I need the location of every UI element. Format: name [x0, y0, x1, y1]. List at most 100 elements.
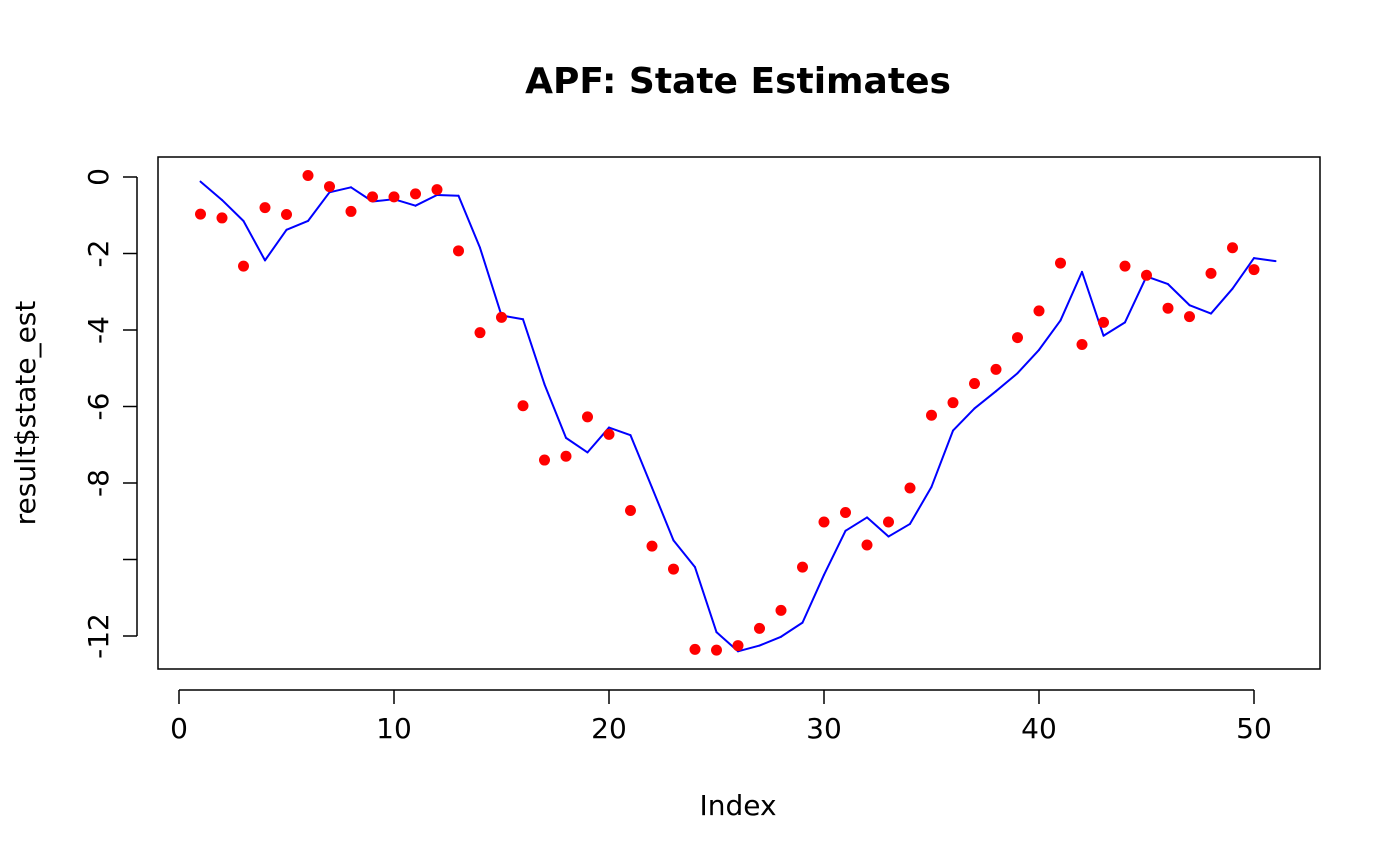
line-segment — [264, 228, 288, 262]
data-point — [1227, 242, 1238, 254]
data-point — [195, 208, 206, 220]
line-segment — [436, 193, 460, 197]
line-segment — [1253, 257, 1277, 263]
data-point — [926, 409, 937, 421]
data-point — [904, 482, 916, 494]
data-point — [367, 191, 378, 203]
data-point — [797, 561, 808, 573]
line-segment — [479, 246, 503, 317]
line-segment — [1188, 304, 1212, 315]
data-point — [990, 363, 1002, 375]
data-point — [969, 378, 980, 390]
line-segment — [629, 434, 653, 489]
data-point — [883, 516, 894, 528]
x-tick-label: 20 — [591, 712, 627, 745]
x-axis: 0 10 20 30 40 50 — [170, 689, 1272, 745]
y-tick-label: -6 — [82, 393, 115, 421]
data-point — [453, 245, 464, 257]
line-segment — [1038, 319, 1062, 351]
x-tick-label: 50 — [1236, 712, 1272, 745]
data-point — [603, 428, 615, 440]
data-point — [281, 208, 292, 220]
line-segment — [1059, 270, 1083, 322]
line-segment — [608, 426, 632, 437]
line-segment — [565, 436, 589, 454]
data-point — [754, 622, 765, 634]
y-axis: 0 -2 -4 -6 -8 -12 — [82, 168, 138, 659]
line-segment — [844, 516, 868, 532]
line-segment — [285, 219, 309, 231]
data-point — [539, 454, 550, 466]
line-segment — [1167, 283, 1191, 307]
data-point — [646, 540, 658, 552]
x-tick-label: 0 — [170, 712, 188, 745]
line-segment — [930, 429, 954, 488]
line-segment — [1016, 348, 1040, 375]
data-point — [1076, 339, 1088, 351]
data-point — [1162, 302, 1174, 314]
data-point — [345, 205, 357, 217]
y-tick-label: 0 — [82, 168, 115, 186]
line-segment — [737, 644, 761, 653]
y-tick-label: -12 — [82, 613, 115, 659]
y-tick-label: -4 — [82, 316, 115, 344]
x-axis-title: Index — [699, 789, 776, 822]
data-point — [840, 506, 851, 518]
line-segment — [543, 383, 567, 439]
data-point — [818, 516, 830, 528]
data-point — [1205, 267, 1217, 279]
data-point — [560, 450, 572, 462]
line-segment — [522, 318, 546, 386]
data-point — [668, 563, 679, 575]
data-point — [775, 604, 787, 616]
y-axis-title: result$state_est — [9, 301, 42, 526]
x-tick-label: 10 — [376, 712, 412, 745]
data-point — [216, 212, 228, 224]
data-point — [1141, 269, 1152, 281]
x-tick-label: 30 — [806, 712, 842, 745]
line-segment — [758, 635, 782, 647]
line-segment — [307, 191, 331, 222]
line-segment — [952, 407, 976, 432]
data-point — [517, 400, 529, 412]
line-segment — [672, 539, 696, 569]
data-point — [625, 505, 636, 517]
data-point — [689, 643, 701, 655]
line-segment — [199, 180, 223, 201]
line-segment — [909, 485, 933, 525]
line-segment — [887, 522, 911, 538]
y-tick-label: -2 — [82, 240, 115, 268]
line-segment — [694, 566, 718, 634]
line-segment — [414, 193, 438, 207]
data-point — [582, 411, 593, 423]
line-segment — [457, 194, 481, 249]
data-point — [324, 181, 335, 193]
data-point — [1098, 316, 1109, 328]
line-segment — [1124, 275, 1148, 324]
line-segment — [221, 198, 245, 222]
line-segment — [866, 516, 890, 538]
line-segment — [801, 573, 825, 624]
data-point — [474, 327, 486, 339]
data-point — [238, 260, 249, 272]
line-segment — [823, 529, 847, 576]
data-point — [1119, 260, 1131, 272]
plot-frame — [157, 156, 1321, 670]
data-point — [1033, 305, 1045, 317]
data-point — [711, 644, 722, 656]
chart-title: APF: State Estimates — [525, 61, 951, 102]
line-segment — [973, 390, 997, 410]
line-segment — [780, 621, 804, 638]
data-point — [410, 188, 421, 200]
data-point — [1248, 264, 1260, 276]
line-segment — [328, 186, 352, 194]
data-point — [302, 169, 314, 181]
line-segment — [651, 486, 675, 542]
y-tick-label: -8 — [82, 469, 115, 497]
line-segment — [242, 219, 266, 262]
data-point — [388, 191, 400, 203]
x-tick-label: 40 — [1021, 712, 1057, 745]
line-segment — [1102, 321, 1126, 337]
state-estimate-points-series — [195, 169, 1260, 656]
